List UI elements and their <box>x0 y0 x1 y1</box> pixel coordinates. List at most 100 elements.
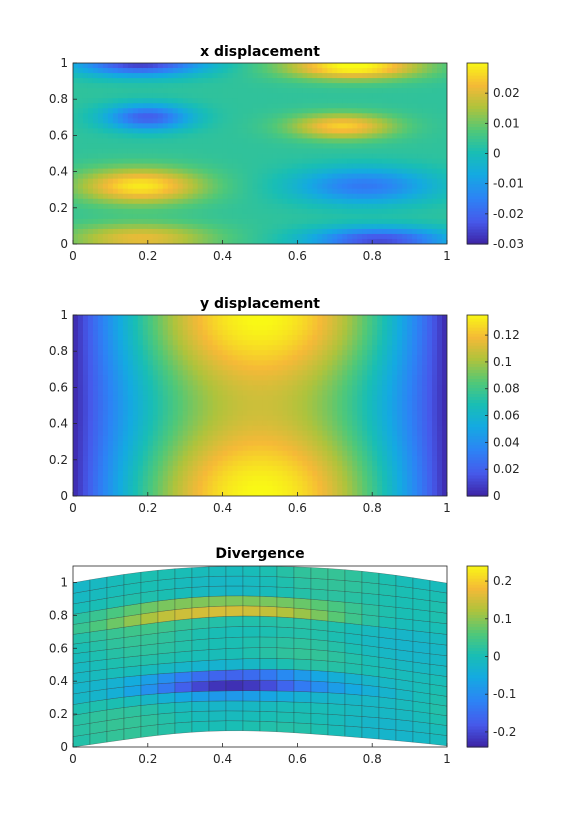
heat-cell <box>297 103 303 109</box>
heat-cell <box>442 228 447 235</box>
heat-cell <box>182 128 189 134</box>
heat-cell <box>377 203 383 210</box>
heat-cell <box>372 68 378 74</box>
heat-cell <box>422 93 428 99</box>
heat-cell <box>312 425 318 432</box>
heat-cell <box>142 78 149 84</box>
heat-cell <box>262 103 268 109</box>
heat-cell <box>277 98 283 104</box>
heat-cell <box>102 138 109 144</box>
heat-cell <box>437 113 443 119</box>
heat-cell <box>132 330 139 336</box>
heat-cell <box>282 350 288 356</box>
heat-cell <box>372 360 378 366</box>
heat-cell <box>347 385 353 391</box>
heat-cell <box>97 98 104 104</box>
heat-cell <box>427 88 433 94</box>
heat-cell <box>192 405 199 412</box>
heat-cell <box>112 340 119 346</box>
heat-cell <box>157 148 164 154</box>
heat-cell <box>73 213 79 220</box>
heat-cell <box>222 88 229 94</box>
heat-cell <box>387 233 393 240</box>
heat-cell <box>367 193 373 200</box>
heat-cell <box>82 375 89 381</box>
heat-cell <box>132 68 139 74</box>
heat-cell <box>392 153 398 160</box>
heat-cell <box>352 475 358 482</box>
heat-cell <box>107 360 114 366</box>
heat-cell <box>212 193 219 200</box>
heat-cell <box>287 123 293 129</box>
heat-cell <box>357 123 363 129</box>
colorbar-swatch <box>467 132 488 136</box>
heat-cell <box>317 218 323 225</box>
heat-cell <box>102 410 109 417</box>
heat-cell <box>297 440 303 447</box>
heat-cell <box>92 470 99 477</box>
heat-cell <box>377 78 383 84</box>
heat-cell <box>332 208 338 215</box>
heat-cell <box>97 188 104 195</box>
heat-cell <box>267 158 273 165</box>
heat-cell <box>217 73 224 79</box>
heat-cell <box>357 223 363 230</box>
heat-cell <box>272 480 278 487</box>
heat-cell <box>102 430 109 437</box>
heat-cell <box>117 168 124 175</box>
heat-cell <box>307 63 313 69</box>
heat-cell <box>137 450 144 457</box>
heat-cell <box>342 400 348 406</box>
heat-cell <box>202 370 209 376</box>
heat-cell <box>422 198 428 205</box>
heat-cell <box>147 475 154 482</box>
heat-cell <box>292 218 298 225</box>
heat-cell <box>382 113 388 119</box>
heat-cell <box>427 83 433 89</box>
heat-cell <box>87 320 94 326</box>
heat-cell <box>112 68 119 74</box>
heat-cell <box>267 490 273 496</box>
heat-cell <box>312 203 318 210</box>
heat-cell <box>302 153 308 160</box>
heat-cell <box>287 128 293 134</box>
heat-cell <box>272 128 278 134</box>
heat-cell <box>222 238 229 244</box>
heat-cell <box>132 350 139 356</box>
heat-cell <box>387 138 393 144</box>
heat-cell <box>222 133 229 139</box>
heat-cell <box>73 143 79 149</box>
heat-cell <box>267 198 273 205</box>
heat-cell <box>232 173 239 180</box>
heat-cell <box>137 198 144 205</box>
heat-cell <box>292 355 298 361</box>
heat-cell <box>237 68 244 74</box>
heat-cell <box>422 68 428 74</box>
heat-cell <box>222 360 229 366</box>
heat-cell <box>342 355 348 361</box>
heat-cell <box>292 420 298 427</box>
heat-cell <box>137 340 144 346</box>
heat-cell <box>217 335 224 341</box>
heat-cell <box>387 63 393 69</box>
heat-cell <box>232 163 239 170</box>
heat-cell <box>427 163 433 170</box>
heat-cell <box>432 128 438 134</box>
heat-cell <box>377 83 383 89</box>
heat-cell <box>427 193 433 200</box>
heat-cell <box>262 460 268 467</box>
heat-cell <box>387 213 393 220</box>
heat-cell <box>277 390 283 396</box>
heat-cell <box>272 93 278 99</box>
heat-cell <box>422 158 428 165</box>
heat-cell <box>192 415 199 422</box>
heat-cell <box>197 450 204 457</box>
heat-cell <box>202 193 209 200</box>
heat-cell <box>372 143 378 149</box>
heat-cell <box>362 228 368 235</box>
heat-cell <box>147 133 154 139</box>
heat-cell <box>97 410 104 417</box>
heat-cell <box>287 340 293 346</box>
heat-cell <box>217 465 224 472</box>
heat-cell <box>292 98 298 104</box>
